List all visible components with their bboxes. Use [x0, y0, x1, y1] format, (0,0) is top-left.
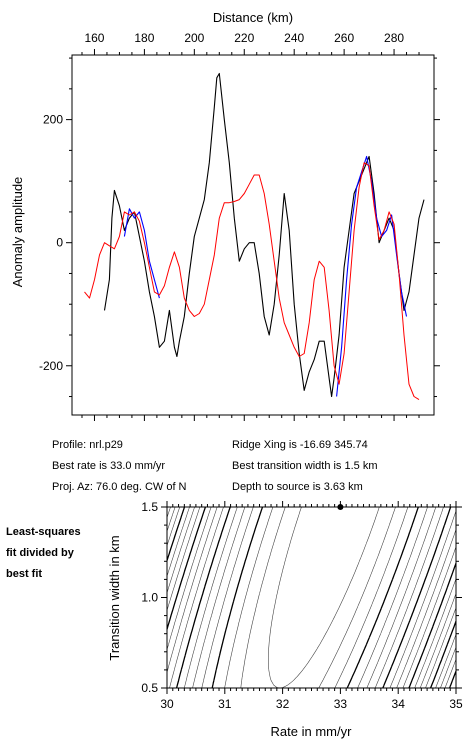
rate-tick-label: 34 — [392, 697, 406, 711]
contour-level-line — [166, 506, 457, 689]
bottom-y-axis-title: Transition width in km — [107, 535, 122, 660]
rate-tick-label: 32 — [276, 697, 290, 711]
y-tick-label: -200 — [39, 359, 63, 373]
bottom-x-axis-title: Rate in mm/yr — [271, 724, 353, 739]
profile-series-line-1 — [123, 155, 408, 397]
contour-level-line — [211, 506, 419, 689]
contour-level-line — [166, 506, 457, 689]
x-tick-label: 160 — [84, 31, 104, 45]
info-profile: Profile: nrl.p29 — [52, 439, 123, 451]
profile-series-line-2 — [84, 162, 420, 401]
contour-level-line — [166, 506, 457, 689]
contour-note-line-3: best fit — [6, 568, 42, 580]
contour-note-line-2: fit divided by — [6, 547, 75, 559]
contour-level-line — [175, 506, 452, 689]
rate-tick-label: 30 — [160, 697, 174, 711]
info-transition-width: Best transition width is 1.5 km — [232, 460, 378, 472]
info-depth: Depth to source is 3.63 km — [232, 481, 363, 493]
contour-level-line — [166, 506, 457, 689]
contour-note-line-1: Least-squares — [6, 526, 81, 538]
contour-level-line — [166, 506, 457, 689]
width-tick-label: 1.5 — [141, 500, 158, 514]
rate-tick-label: 31 — [218, 697, 232, 711]
contour-level-line — [166, 506, 457, 689]
x-tick-label: 180 — [134, 31, 154, 45]
x-tick-label: 280 — [384, 31, 404, 45]
contour-level-line — [192, 506, 437, 689]
x-tick-label: 260 — [334, 31, 354, 45]
x-tick-label: 240 — [284, 31, 304, 45]
info-ridge-crossing: Ridge Xing is -16.69 345.74 — [232, 439, 368, 451]
top-y-axis-title: Anomaly amplitude — [10, 177, 25, 288]
profile-plot-frame — [71, 54, 435, 416]
best-fit-marker — [337, 504, 344, 510]
contour-level-line — [166, 506, 457, 689]
profile-series-line-0 — [103, 72, 425, 398]
contour-level-line — [166, 506, 457, 689]
width-tick-label: 0.5 — [141, 681, 158, 695]
contour-level-line — [184, 506, 444, 689]
rate-tick-label: 33 — [334, 697, 348, 711]
rate-tick-label: 35 — [449, 697, 463, 711]
contour-level-line — [169, 506, 457, 689]
contour-level-line — [268, 506, 380, 689]
top-x-axis-title: Distance (km) — [213, 10, 293, 25]
y-tick-label: 200 — [43, 113, 63, 127]
contour-level-line — [201, 506, 428, 689]
contour-level-line — [166, 506, 457, 689]
contour-level-line — [166, 506, 457, 689]
info-projection: Proj. Az: 76.0 deg. CW of N — [52, 481, 187, 493]
contour-level-line — [448, 670, 457, 689]
y-tick-label: 0 — [56, 236, 63, 250]
width-tick-label: 1.0 — [141, 591, 158, 605]
x-tick-label: 200 — [184, 31, 204, 45]
contour-level-line — [224, 506, 409, 689]
contour-plot-frame — [166, 506, 457, 689]
info-rate: Best rate is 33.0 mm/yr — [52, 460, 165, 472]
x-tick-label: 220 — [234, 31, 254, 45]
contour-level-line — [240, 506, 396, 689]
